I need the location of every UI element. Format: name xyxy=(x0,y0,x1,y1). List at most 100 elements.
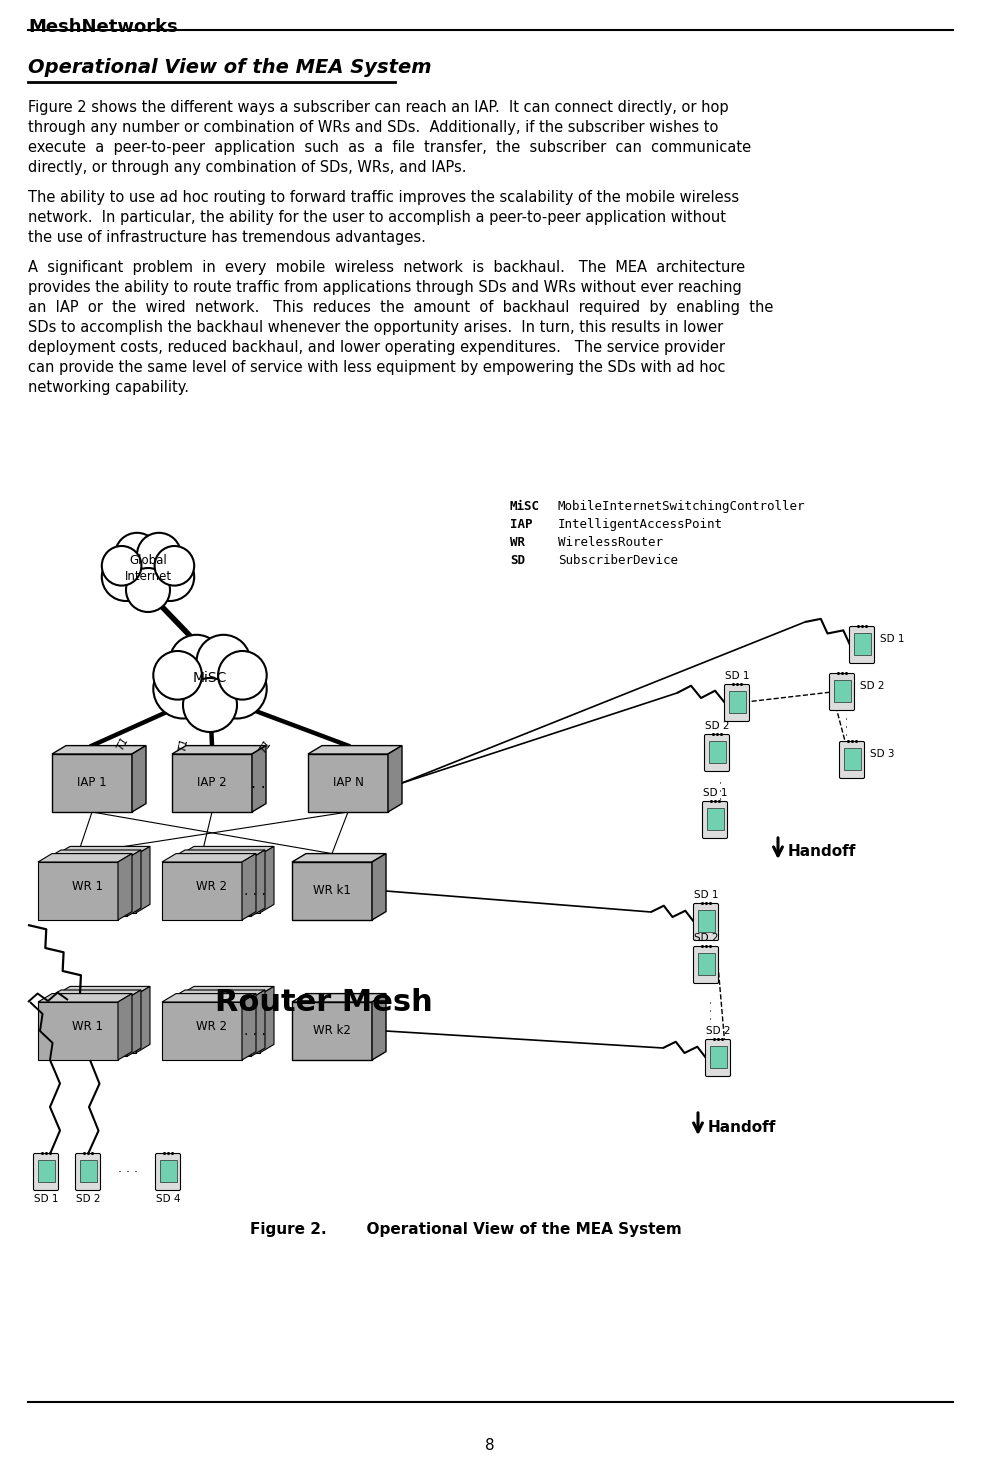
Polygon shape xyxy=(252,746,266,812)
Polygon shape xyxy=(308,746,402,754)
Polygon shape xyxy=(38,1002,118,1061)
Text: SD 3: SD 3 xyxy=(870,749,895,759)
Text: Figure 2 shows the different ways a subscriber can reach an IAP.  It can connect: Figure 2 shows the different ways a subs… xyxy=(28,100,729,114)
Circle shape xyxy=(173,640,248,716)
Polygon shape xyxy=(260,986,274,1053)
Text: WR k2: WR k2 xyxy=(313,1024,351,1037)
Polygon shape xyxy=(251,850,265,917)
Polygon shape xyxy=(242,854,256,920)
Polygon shape xyxy=(180,995,260,1053)
Polygon shape xyxy=(162,993,256,1002)
Text: 8: 8 xyxy=(486,1439,494,1453)
Polygon shape xyxy=(56,986,150,995)
Text: T1: T1 xyxy=(258,738,274,754)
Text: IAP: IAP xyxy=(510,519,533,530)
Polygon shape xyxy=(292,993,386,1002)
Polygon shape xyxy=(708,741,726,763)
Circle shape xyxy=(137,533,181,577)
FancyBboxPatch shape xyxy=(694,946,718,983)
Text: . . .: . . . xyxy=(712,779,726,800)
Text: WR 1: WR 1 xyxy=(72,1021,102,1033)
Text: WR: WR xyxy=(510,536,525,549)
Text: deployment costs, reduced backhaul, and lower operating expenditures.   The serv: deployment costs, reduced backhaul, and … xyxy=(28,340,725,355)
Polygon shape xyxy=(697,954,714,976)
Polygon shape xyxy=(172,754,252,812)
Polygon shape xyxy=(136,986,150,1053)
Text: SD 1: SD 1 xyxy=(694,891,718,900)
Text: SD 2: SD 2 xyxy=(76,1194,100,1204)
Text: MiSC: MiSC xyxy=(510,500,540,513)
Polygon shape xyxy=(834,680,851,702)
Text: directly, or through any combination of SDs, WRs, and IAPs.: directly, or through any combination of … xyxy=(28,160,467,174)
Text: WirelessRouter: WirelessRouter xyxy=(558,536,663,549)
Polygon shape xyxy=(172,746,266,754)
Circle shape xyxy=(155,546,194,586)
Text: Router Mesh: Router Mesh xyxy=(215,987,433,1017)
Polygon shape xyxy=(52,754,132,812)
Text: . .: . . xyxy=(251,775,265,791)
Polygon shape xyxy=(171,990,265,999)
Polygon shape xyxy=(52,746,146,754)
Text: through any number or combination of WRs and SDs.  Additionally, if the subscrib: through any number or combination of WRs… xyxy=(28,120,718,135)
Text: networking capability.: networking capability. xyxy=(28,379,189,396)
Text: The ability to use ad hoc routing to forward traffic improves the scalability of: The ability to use ad hoc routing to for… xyxy=(28,190,739,205)
Text: T1: T1 xyxy=(178,737,190,752)
Polygon shape xyxy=(38,861,118,920)
Text: provides the ability to route traffic from applications through SDs and WRs with: provides the ability to route traffic fr… xyxy=(28,280,742,294)
Polygon shape xyxy=(180,847,274,854)
Polygon shape xyxy=(79,1160,96,1182)
Text: . . .: . . . xyxy=(701,1001,714,1020)
Circle shape xyxy=(218,650,267,700)
Text: Handoff: Handoff xyxy=(708,1119,776,1134)
Polygon shape xyxy=(171,858,251,917)
Circle shape xyxy=(146,552,194,601)
Text: MobileInternetSwitchingController: MobileInternetSwitchingController xyxy=(558,500,805,513)
Circle shape xyxy=(102,552,150,601)
Text: Operational View of the MEA System: Operational View of the MEA System xyxy=(335,1222,682,1236)
Text: SD 2: SD 2 xyxy=(704,721,729,731)
Polygon shape xyxy=(180,986,274,995)
Polygon shape xyxy=(180,854,260,913)
Circle shape xyxy=(183,678,237,732)
FancyBboxPatch shape xyxy=(76,1153,100,1191)
Circle shape xyxy=(170,634,224,689)
FancyBboxPatch shape xyxy=(725,684,749,721)
Polygon shape xyxy=(260,847,274,913)
Polygon shape xyxy=(56,847,150,854)
Polygon shape xyxy=(372,854,386,920)
Polygon shape xyxy=(388,746,402,812)
Text: can provide the same level of service with less equipment by empowering the SDs : can provide the same level of service wi… xyxy=(28,360,726,375)
FancyBboxPatch shape xyxy=(704,734,730,772)
Text: . . .: . . . xyxy=(244,1024,266,1039)
FancyBboxPatch shape xyxy=(694,904,718,941)
Polygon shape xyxy=(372,993,386,1061)
Text: Operational View of the MEA System: Operational View of the MEA System xyxy=(28,59,432,78)
Text: . . .: . . . xyxy=(839,716,852,735)
Polygon shape xyxy=(729,691,746,713)
Polygon shape xyxy=(38,854,132,861)
Text: IAP N: IAP N xyxy=(333,776,363,790)
Polygon shape xyxy=(38,993,132,1002)
Polygon shape xyxy=(47,990,141,999)
Polygon shape xyxy=(47,850,141,858)
Text: SD 2: SD 2 xyxy=(705,1026,730,1036)
Polygon shape xyxy=(171,850,265,858)
Polygon shape xyxy=(308,754,388,812)
FancyBboxPatch shape xyxy=(840,741,864,778)
Polygon shape xyxy=(853,633,870,655)
Polygon shape xyxy=(251,990,265,1056)
Text: MiSC: MiSC xyxy=(193,671,228,686)
Circle shape xyxy=(196,634,250,689)
Text: SD 2: SD 2 xyxy=(860,681,885,691)
Text: SD 1: SD 1 xyxy=(725,671,749,681)
Text: SD 4: SD 4 xyxy=(156,1194,181,1204)
Circle shape xyxy=(126,568,170,612)
Text: Handoff: Handoff xyxy=(788,844,856,860)
Polygon shape xyxy=(162,1002,242,1061)
Polygon shape xyxy=(118,993,132,1061)
FancyBboxPatch shape xyxy=(702,801,728,838)
Text: SD 1: SD 1 xyxy=(33,1194,58,1204)
FancyBboxPatch shape xyxy=(830,674,854,711)
Text: the use of infrastructure has tremendous advantages.: the use of infrastructure has tremendous… xyxy=(28,230,426,245)
Text: SD 2: SD 2 xyxy=(694,933,718,943)
